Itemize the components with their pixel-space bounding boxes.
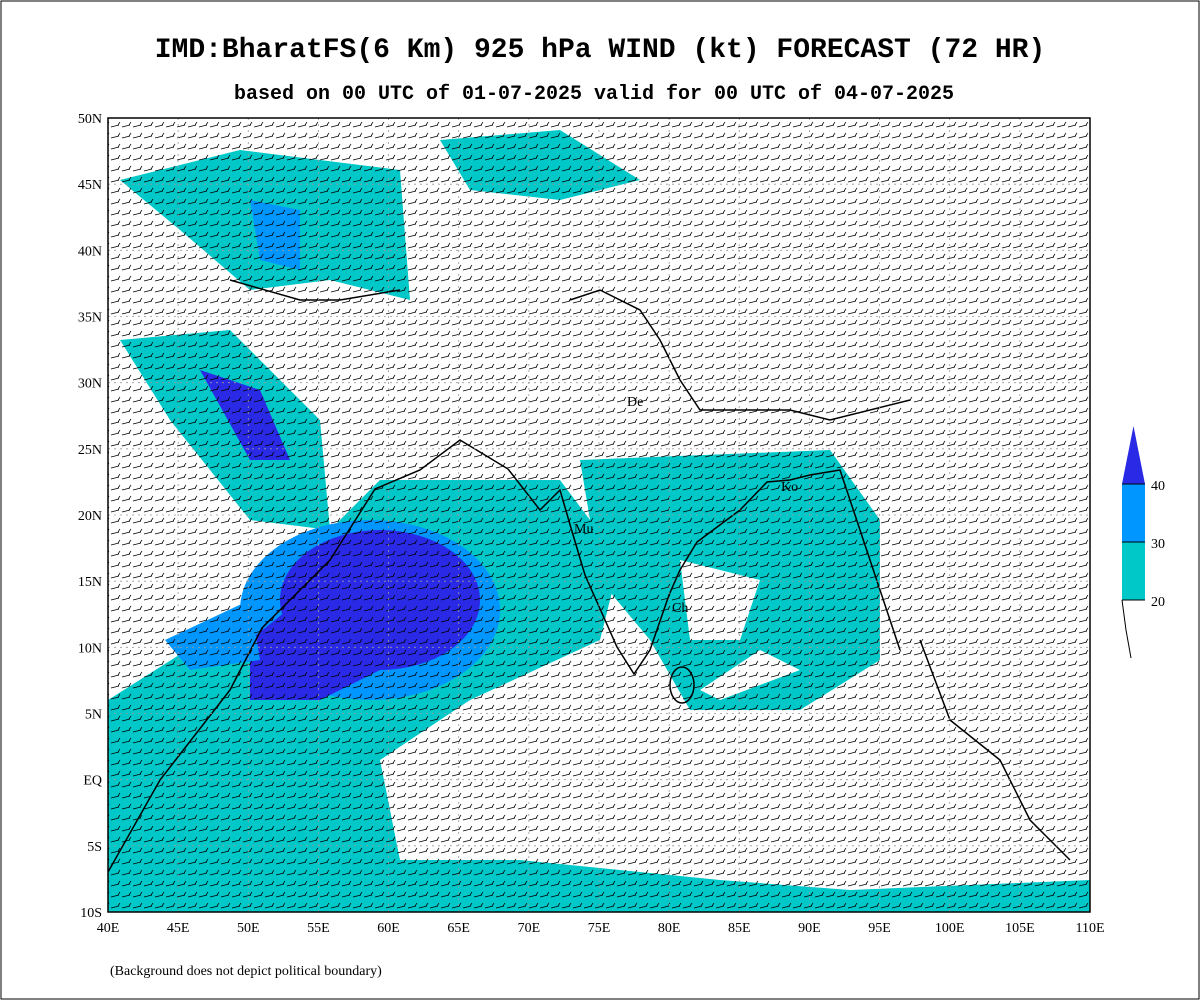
x-tick-label: 90E	[798, 921, 821, 936]
y-tick-label: 10S	[80, 906, 102, 921]
y-tick-label: 40N	[78, 244, 102, 259]
x-tick-label: 70E	[518, 921, 541, 936]
grid: 40E 45E 50E 55E 60E 65E 70E 75E 80E 85E 90E 95E 100E…	[78, 112, 1105, 936]
x-tick-label: 65E	[447, 921, 470, 936]
x-tick-label: 75E	[588, 921, 611, 936]
legend-swatch	[1122, 484, 1145, 542]
y-tick-label: EQ	[83, 774, 102, 789]
x-tick-label: 105E	[1005, 921, 1035, 936]
y-tick-label: 25N	[78, 443, 102, 458]
city-label: Ko	[781, 480, 798, 495]
x-tick-label: 80E	[658, 921, 681, 936]
map-border	[107, 117, 1091, 913]
legend: 20 30 40	[1121, 426, 1165, 659]
x-tick-label: 95E	[868, 921, 891, 936]
y-tick-label: 5S	[87, 840, 102, 855]
legend-label: 30	[1151, 537, 1165, 552]
city-label: Ch	[672, 601, 688, 616]
legend-swatch	[1122, 426, 1145, 484]
y-tick-label: 20N	[78, 509, 102, 524]
x-tick-label: 45E	[167, 921, 190, 936]
x-tick-label: 100E	[935, 921, 965, 936]
y-tick-label: 10N	[78, 641, 102, 656]
y-tick-label: 5N	[85, 708, 102, 723]
y-tick-label: 50N	[78, 112, 102, 127]
x-tick-label: 85E	[728, 921, 751, 936]
legend-label: 40	[1151, 479, 1165, 494]
title: IMD:BharatFS(6 Km) 925 hPa WIND (kt) FOR…	[155, 35, 1046, 66]
x-tick-label: 110E	[1075, 921, 1104, 936]
x-tick-label: 60E	[377, 921, 400, 936]
legend-swatch	[1122, 542, 1145, 600]
x-tick-label: 40E	[97, 921, 120, 936]
y-tick-label: 45N	[78, 178, 102, 193]
y-tick-label: 15N	[78, 575, 102, 590]
legend-label: 20	[1151, 595, 1165, 610]
y-tick-label: 30N	[78, 377, 102, 392]
x-tick-label: 50E	[237, 921, 260, 936]
subtitle: based on 00 UTC of 01-07-2025 valid for …	[234, 83, 954, 106]
coastlines	[108, 279, 1071, 873]
y-tick-label: 35N	[78, 311, 102, 326]
footnote: (Background does not depict political bo…	[110, 964, 382, 979]
legend-tail	[1121, 599, 1132, 659]
city-label: De	[627, 395, 643, 410]
x-tick-label: 55E	[307, 921, 330, 936]
city-label: Mu	[574, 522, 593, 537]
